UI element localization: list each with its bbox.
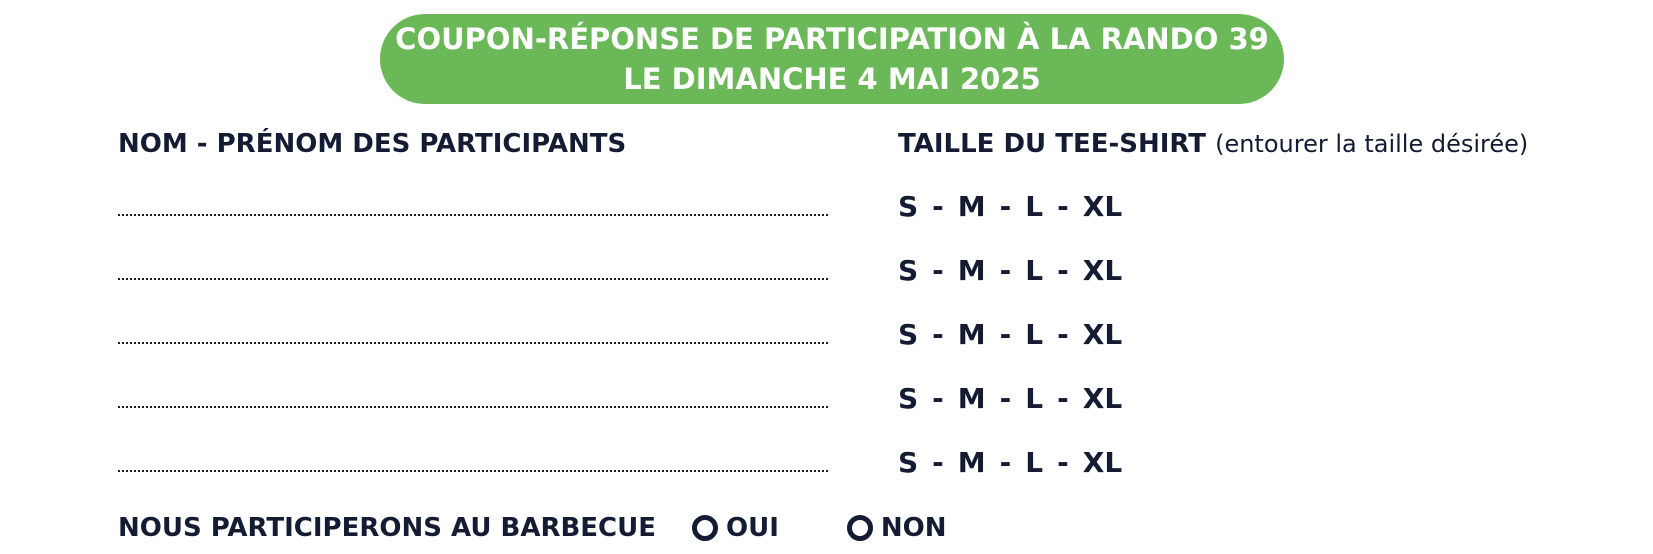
- radio-circle-icon[interactable]: [846, 515, 873, 541]
- participant-row: S - M - L - XL: [0, 374, 1653, 422]
- barbecue-yes-label: OUI: [726, 513, 779, 543]
- title-banner: COUPON-RÉPONSE DE PARTICIPATION À LA RAN…: [380, 14, 1284, 104]
- size-separator: -: [999, 381, 1012, 415]
- participant-row: S - M - L - XL: [0, 310, 1653, 358]
- size-separator: -: [1057, 253, 1069, 287]
- size-option-l[interactable]: L: [1025, 381, 1044, 415]
- size-options: S - M - L - XL: [898, 438, 1122, 486]
- size-separator: -: [1057, 381, 1069, 415]
- participant-row: S - M - L - XL: [0, 438, 1653, 486]
- name-field[interactable]: [118, 470, 828, 472]
- size-option-xl[interactable]: XL: [1082, 253, 1123, 287]
- size-options: S - M - L - XL: [898, 374, 1122, 422]
- barbecue-yes-option[interactable]: OUI: [692, 513, 779, 543]
- size-option-xl[interactable]: XL: [1082, 189, 1123, 223]
- size-separator: -: [999, 317, 1012, 351]
- size-separator: -: [932, 381, 944, 415]
- size-separator: -: [932, 317, 944, 351]
- size-separator: -: [1057, 189, 1069, 223]
- size-option-s[interactable]: S: [898, 253, 919, 287]
- size-option-s[interactable]: S: [898, 189, 919, 223]
- participant-row: S - M - L - XL: [0, 182, 1653, 230]
- size-option-l[interactable]: L: [1025, 445, 1044, 479]
- barbecue-label: NOUS PARTICIPERONS AU BARBECUE: [118, 513, 657, 543]
- size-option-m[interactable]: M: [957, 445, 986, 479]
- size-option-s[interactable]: S: [898, 381, 919, 415]
- barbecue-no-option[interactable]: NON: [846, 513, 947, 543]
- size-option-xl[interactable]: XL: [1082, 381, 1123, 415]
- barbecue-question: NOUS PARTICIPERONS AU BARBECUE OUI NON: [118, 506, 947, 550]
- size-option-xl[interactable]: XL: [1082, 445, 1123, 479]
- name-field[interactable]: [118, 342, 828, 344]
- size-separator: -: [999, 189, 1012, 223]
- size-separator: -: [999, 253, 1012, 287]
- size-option-s[interactable]: S: [898, 445, 919, 479]
- size-option-l[interactable]: L: [1025, 253, 1044, 287]
- size-options: S - M - L - XL: [898, 310, 1122, 358]
- participant-row: S - M - L - XL: [0, 246, 1653, 294]
- size-option-s[interactable]: S: [898, 317, 919, 351]
- size-separator: -: [1057, 445, 1069, 479]
- size-options: S - M - L - XL: [898, 182, 1122, 230]
- barbecue-no-label: NON: [880, 513, 947, 543]
- size-option-m[interactable]: M: [957, 381, 986, 415]
- tshirt-header-note: (entourer la taille désirée): [1215, 130, 1529, 158]
- size-option-l[interactable]: L: [1025, 189, 1044, 223]
- name-field[interactable]: [118, 214, 828, 216]
- tshirt-column-header: TAILLE DU TEE-SHIRT (entourer la taille …: [898, 126, 1528, 162]
- size-option-m[interactable]: M: [957, 253, 986, 287]
- size-separator: -: [932, 253, 944, 287]
- size-separator: -: [932, 189, 944, 223]
- size-option-m[interactable]: M: [957, 189, 986, 223]
- size-option-m[interactable]: M: [957, 317, 986, 351]
- size-options: S - M - L - XL: [898, 246, 1122, 294]
- name-field[interactable]: [118, 278, 828, 280]
- names-column-header: NOM - PRÉNOM DES PARTICIPANTS: [118, 129, 627, 159]
- tshirt-header-label: TAILLE DU TEE-SHIRT: [898, 129, 1207, 159]
- size-separator: -: [932, 445, 944, 479]
- title-line-1: COUPON-RÉPONSE DE PARTICIPATION À LA RAN…: [395, 22, 1269, 56]
- size-separator: -: [999, 445, 1012, 479]
- size-option-xl[interactable]: XL: [1082, 317, 1123, 351]
- size-option-l[interactable]: L: [1025, 317, 1044, 351]
- size-separator: -: [1057, 317, 1069, 351]
- title-line-2: LE DIMANCHE 4 MAI 2025: [623, 62, 1041, 96]
- radio-circle-icon[interactable]: [692, 515, 719, 541]
- name-field[interactable]: [118, 406, 828, 408]
